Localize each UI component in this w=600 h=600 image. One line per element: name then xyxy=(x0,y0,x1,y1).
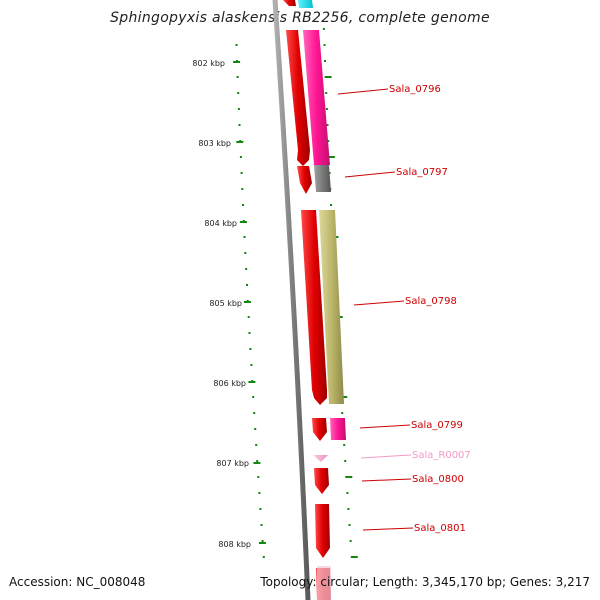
ruler-dot xyxy=(242,204,244,206)
ruler-tick xyxy=(236,141,244,143)
gene-label[interactable]: Sala_0796 xyxy=(389,84,441,95)
outer-dot xyxy=(340,396,348,398)
ruler-dot xyxy=(257,476,260,478)
gene-label[interactable]: Sala_R0007 xyxy=(412,450,471,461)
gene-labels: Sala_0796 Sala_0797 Sala_0798 Sala_0799 … xyxy=(389,84,471,534)
genome-summary: Topology: circular; Length: 3,345,170 bp… xyxy=(260,575,590,589)
ruler-tick xyxy=(258,542,266,544)
accession-text: Accession: NC_008048 xyxy=(9,575,146,589)
gene-0797-cds xyxy=(297,166,312,194)
kbp-label: 802 kbp xyxy=(192,59,225,68)
ruler-dot xyxy=(238,124,241,126)
ruler-tick xyxy=(243,301,251,303)
ruler-dot xyxy=(253,412,256,414)
cog-0799-block xyxy=(330,418,346,440)
kbp-label: 808 kbp xyxy=(218,540,251,549)
outer-dot xyxy=(324,76,332,78)
outer-dot xyxy=(348,524,351,526)
ruler-dot xyxy=(237,108,240,110)
ruler-dot xyxy=(258,492,261,494)
outer-dot xyxy=(324,60,326,62)
outer-dot xyxy=(326,124,329,126)
ruler-dot xyxy=(247,316,250,318)
outer-dot xyxy=(327,156,335,158)
ruler-dot xyxy=(236,76,239,78)
ruler-dot xyxy=(255,444,258,446)
gene-label[interactable]: Sala_0801 xyxy=(414,523,466,534)
ruler-dot xyxy=(240,172,243,174)
kbp-label: 806 kbp xyxy=(213,379,246,388)
gene-label[interactable]: Sala_0800 xyxy=(412,474,464,485)
outer-dot xyxy=(349,540,352,542)
ruler-dot xyxy=(259,508,262,510)
outer-dot xyxy=(327,140,330,142)
ruler-dot xyxy=(241,188,244,190)
ruler-ticks xyxy=(233,61,266,544)
gene-prev-cds xyxy=(283,0,296,6)
ruler-dot xyxy=(260,524,263,526)
kbp-label: 804 kbp xyxy=(204,219,237,228)
ruler-dot xyxy=(249,348,252,350)
outer-dot xyxy=(344,460,347,462)
ruler-dot xyxy=(254,428,257,430)
genome-backbone xyxy=(272,0,311,600)
gene-0801-cds xyxy=(315,504,330,558)
gene-0796-cds xyxy=(286,30,310,166)
ruler-dot xyxy=(246,284,248,286)
leader-lines xyxy=(337,88,414,531)
outer-dot xyxy=(323,44,326,46)
ruler-dot xyxy=(237,92,240,94)
cog-0798-block xyxy=(319,210,344,404)
gene-R0007-rna xyxy=(313,455,328,462)
ruler-dot xyxy=(244,252,247,254)
gene-label[interactable]: Sala_0797 xyxy=(396,167,448,178)
outer-dot xyxy=(343,444,346,446)
cog-cyan-block xyxy=(298,0,313,8)
ruler-dot xyxy=(243,236,246,238)
outer-dot xyxy=(346,492,349,494)
outer-dot xyxy=(347,508,350,510)
ruler-labels: 802 kbp 803 kbp 804 kbp 805 kbp 806 kbp … xyxy=(192,59,251,549)
kbp-label: 803 kbp xyxy=(198,139,231,148)
ruler-dot xyxy=(262,556,265,558)
ruler-tick xyxy=(248,381,256,383)
ruler-dot xyxy=(256,460,259,462)
genome-title: Sphingopyxis alaskensis RB2256, complete… xyxy=(110,10,490,26)
ruler-tick xyxy=(253,462,261,464)
outer-dot xyxy=(345,476,353,478)
gene-label[interactable]: Sala_0799 xyxy=(411,420,463,431)
ruler-dot xyxy=(250,364,253,366)
ruler-tick xyxy=(239,221,247,223)
outer-dot xyxy=(350,556,358,558)
outer-dot xyxy=(330,204,332,206)
ruler-dot xyxy=(245,268,248,270)
ruler-dot xyxy=(248,332,251,334)
cog-next-block xyxy=(317,566,331,600)
kbp-label: 805 kbp xyxy=(209,299,242,308)
gene-0798-cds xyxy=(301,210,327,405)
outer-dot xyxy=(322,28,325,30)
gene-label[interactable]: Sala_0798 xyxy=(405,296,457,307)
ruler-dot xyxy=(235,44,238,46)
cog-0797-block xyxy=(314,165,331,192)
gene-0799-cds xyxy=(312,418,327,441)
ruler-dot xyxy=(252,396,255,398)
cog-track xyxy=(298,0,346,600)
ruler-dot xyxy=(261,540,264,542)
outer-dot xyxy=(328,172,331,174)
cog-0796-block xyxy=(303,30,330,165)
cds-track xyxy=(283,0,331,600)
ruler-dot xyxy=(239,156,242,158)
kbp-label: 807 kbp xyxy=(216,459,249,468)
ruler-tick xyxy=(233,61,241,63)
outer-dot xyxy=(325,92,328,94)
gene-0800-cds xyxy=(314,468,329,494)
outer-dot xyxy=(341,412,344,414)
outer-dot xyxy=(325,108,328,110)
